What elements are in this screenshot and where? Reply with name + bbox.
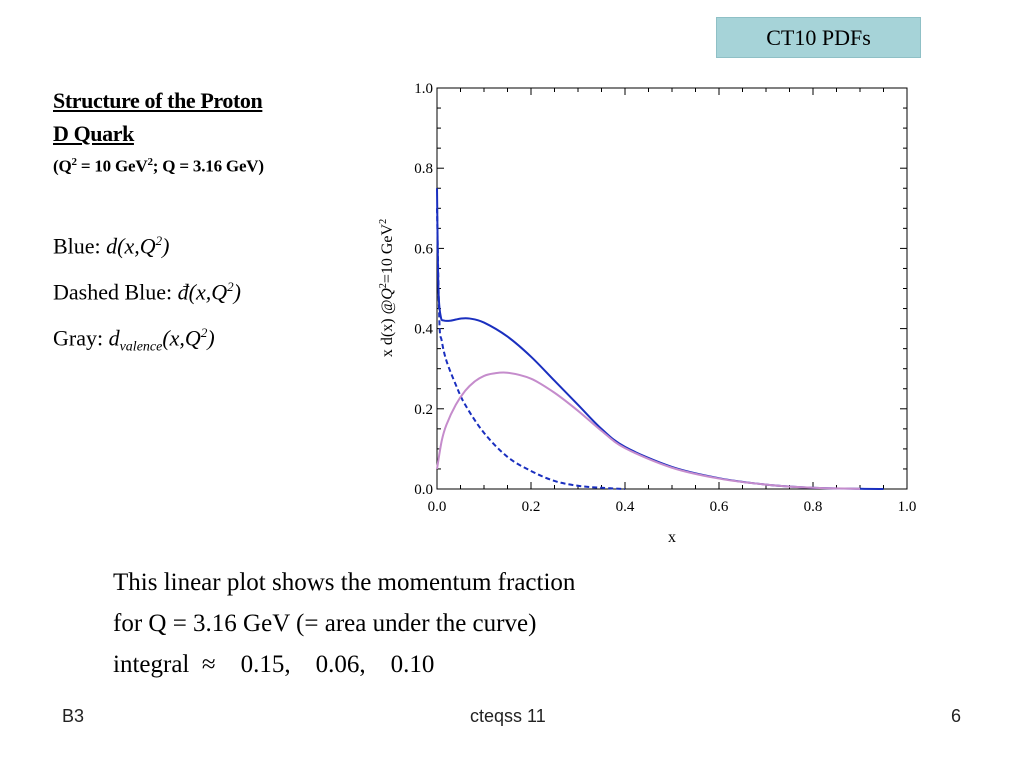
y-tick-label: 1.0 — [414, 81, 433, 97]
legend-blue: Blue: d(x,Q2) — [53, 224, 241, 270]
q-mid: = 10 GeV — [76, 156, 148, 176]
q-sup: 2 — [71, 156, 77, 168]
y-axis-label: x d(x) @Q2=10 GeV2 — [378, 219, 396, 357]
legend-gray-label: Gray: — [53, 325, 109, 351]
x-tick-label: 0.0 — [428, 499, 447, 515]
legend-dashed-label: Dashed Blue: — [53, 279, 178, 305]
axis-ticks: 0.0 0.2 0.4 0.6 0.8 1.0 0.0 0.2 0.4 0.6 0.8 1.0 — [414, 81, 916, 515]
y-axis-label-rest: =10 GeV — [379, 223, 396, 283]
x-tick-label: 0.2 — [522, 499, 541, 515]
header-badge: CT10 PDFs — [716, 17, 921, 58]
footer-right: 6 — [951, 706, 962, 726]
legend-dashed-close: ) — [233, 279, 241, 305]
legend-gray-d: d — [108, 325, 120, 351]
legend-gray: Gray: dvalence(x,Q2) — [53, 316, 241, 362]
footer-left: B3 — [62, 706, 85, 726]
q-scale-note: (Q2 = 10 GeV2; Q = 3.16 GeV) — [53, 150, 264, 179]
legend-blue-sup: 2 — [155, 233, 163, 248]
y-tick-label: 0.4 — [414, 322, 433, 338]
x-tick-label: 0.8 — [804, 499, 823, 515]
legend-dashed-sup: 2 — [227, 279, 234, 294]
series-group — [436, 188, 884, 490]
x-tick-label: 0.6 — [710, 499, 729, 515]
caption-line-1: This linear plot shows the momentum frac… — [113, 569, 576, 596]
legend-blue-close: ) — [162, 233, 170, 259]
legend-blue-label: Blue: — [53, 233, 107, 259]
y-tick-label: 0.0 — [414, 482, 433, 498]
q-prefix: (Q — [53, 156, 72, 176]
legend-gray-close: ) — [207, 325, 215, 351]
footer-center: cteqss 11 — [470, 706, 546, 726]
caption-line-2: for Q = 3.16 GeV (= area under the curve… — [113, 610, 537, 637]
title-block: Structure of the Proton D Quark (Q2 = 10… — [53, 84, 264, 179]
x-tick-label: 0.4 — [616, 499, 635, 515]
y-axis-label-sup: 2 — [378, 283, 389, 288]
legend-block: Blue: d(x,Q2) Dashed Blue: đ(x,Q2) Gray:… — [53, 224, 241, 362]
series-total-line — [436, 188, 884, 490]
x-axis-label: x — [668, 529, 676, 546]
y-tick-label: 0.6 — [414, 241, 433, 257]
legend-gray-sup: 2 — [200, 325, 208, 340]
y-axis-label-sup2: 2 — [378, 219, 389, 224]
q-rest: ; Q = 3.16 GeV) — [152, 156, 264, 176]
slide-subtitle-quark: D Quark — [53, 121, 134, 146]
plot-frame — [436, 87, 908, 490]
series-valence-line — [436, 371, 861, 490]
badge-label: CT10 PDFs — [766, 24, 871, 50]
q-sup2: 2 — [147, 156, 153, 168]
legend-dashed: Dashed Blue: đ(x,Q2) — [53, 270, 241, 316]
slide-title: Structure of the Proton — [53, 88, 263, 113]
caption-line-3: integral ≈ 0.15, 0.06, 0.10 — [113, 651, 435, 678]
y-axis-label-q: @Q — [379, 288, 396, 315]
y-tick-label: 0.8 — [414, 161, 433, 177]
y-axis-label-main: x d(x) — [379, 318, 396, 357]
legend-gray-sub: valence — [119, 339, 163, 355]
pdf-line-chart: 0.0 0.2 0.4 0.6 0.8 1.0 0.0 0.2 0.4 0.6 0.8 1.0 x x… — [378, 81, 916, 546]
caption: This linear plot shows the momentum frac… — [113, 562, 575, 685]
series-sea-dashed-line — [436, 208, 626, 490]
y-tick-label: 0.2 — [414, 402, 433, 418]
x-tick-label: 1.0 — [898, 499, 917, 515]
legend-gray-rest: (x,Q — [162, 325, 201, 351]
legend-blue-formula: d(x,Q — [106, 233, 156, 259]
legend-dashed-formula: đ(x,Q — [177, 279, 228, 305]
